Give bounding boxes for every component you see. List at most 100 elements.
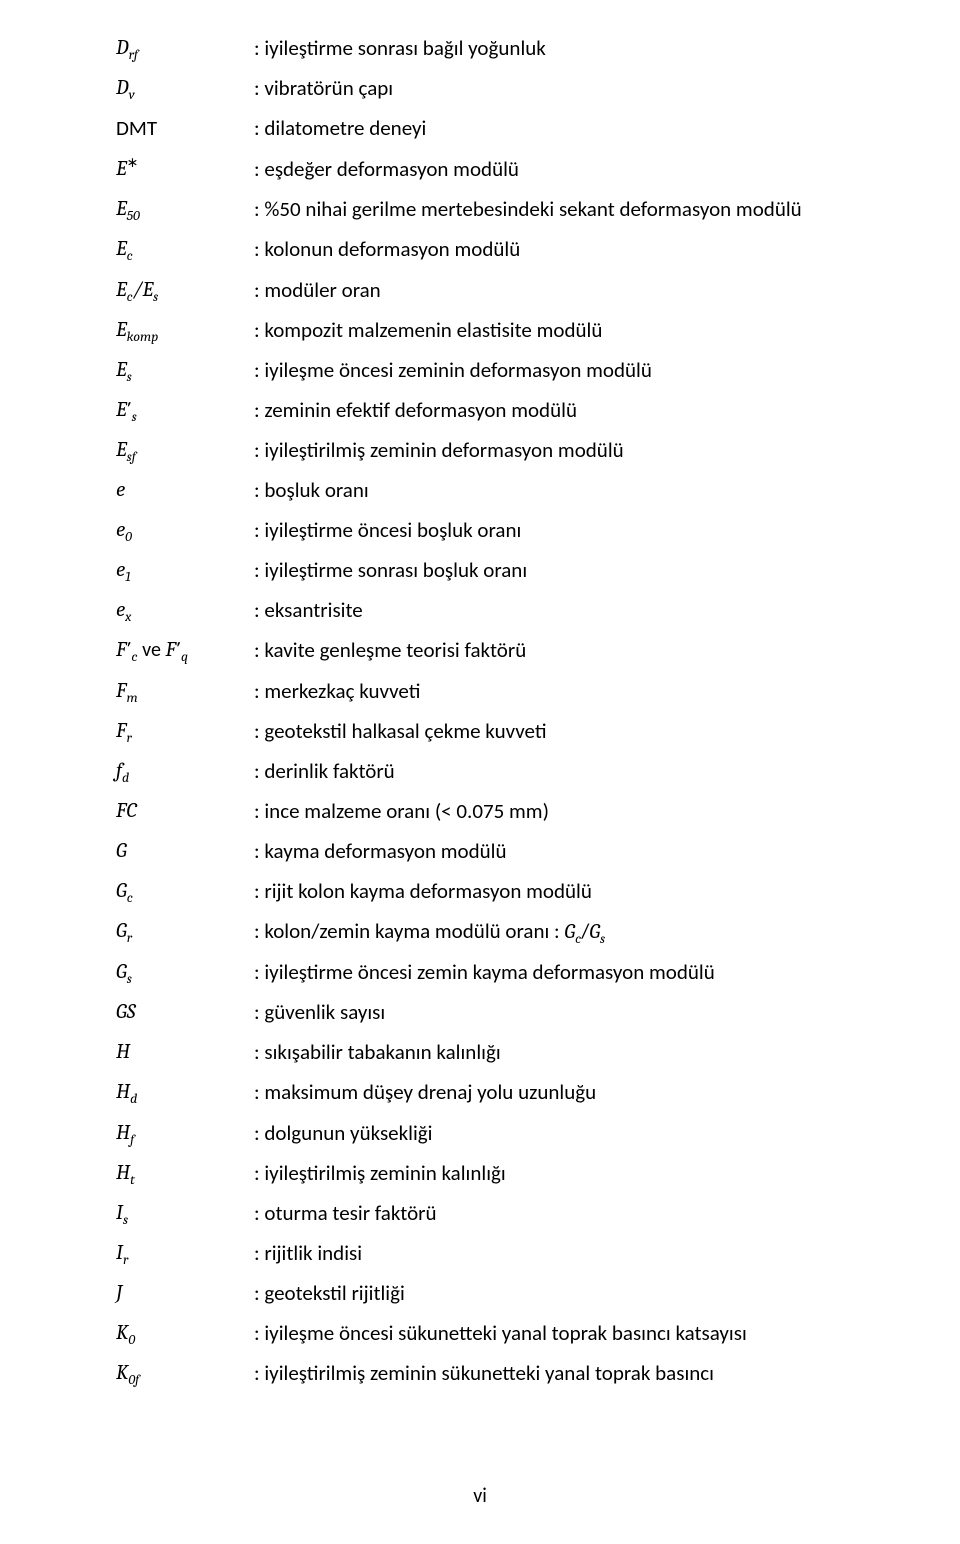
definition-row: Gs: iyileştirme öncesi zemin kayma defor… xyxy=(116,952,888,992)
definition-text: : rijit kolon kayma deformasyon modülü xyxy=(254,871,888,911)
symbol: E′s xyxy=(116,390,254,430)
page-number: vi xyxy=(0,1484,960,1508)
definition-row: E∗: eşdeğer deformasyon modülü xyxy=(116,149,888,189)
symbol: Fr xyxy=(116,711,254,751)
definition-text: : dilatometre deneyi xyxy=(254,108,888,149)
definition-text: : derinlik faktörü xyxy=(254,751,888,791)
definition-text: : oturma tesir faktörü xyxy=(254,1193,888,1233)
definition-text: : geotekstil rijitliği xyxy=(254,1273,888,1313)
definition-row: Esf: iyileştirilmiş zeminin deformasyon … xyxy=(116,430,888,470)
definition-row: e: boşluk oranı xyxy=(116,470,888,510)
definition-row: Is: oturma tesir faktörü xyxy=(116,1193,888,1233)
definition-row: Ec: kolonun deformasyon modülü xyxy=(116,229,888,269)
symbol: Ec xyxy=(116,229,254,269)
definition-row: fd: derinlik faktörü xyxy=(116,751,888,791)
definition-text: : boşluk oranı xyxy=(254,470,888,510)
symbol: Esf xyxy=(116,430,254,470)
definition-row: K0: iyileşme öncesi sükunetteki yanal to… xyxy=(116,1313,888,1353)
symbol: FC xyxy=(116,791,254,831)
definition-text: : iyileşme öncesi zeminin deformasyon mo… xyxy=(254,350,888,390)
definition-text: : modüler oran xyxy=(254,270,888,310)
symbol: E∗ xyxy=(116,149,254,189)
symbol: Gr xyxy=(116,911,254,952)
definition-text: : iyileştirilmiş zeminin deformasyon mod… xyxy=(254,430,888,470)
symbol: Gc xyxy=(116,871,254,911)
definition-text: : %50 nihai gerilme mertebesindeki sekan… xyxy=(254,189,888,229)
definition-text: : zeminin efektif deformasyon modülü xyxy=(254,390,888,430)
definition-text: : iyileştirme sonrası boşluk oranı xyxy=(254,550,888,590)
definition-row: G: kayma deformasyon modülü xyxy=(116,831,888,871)
definitions-table: Drf: iyileştirme sonrası bağıl yoğunlukD… xyxy=(116,28,888,1393)
definition-row: Ec/Es: modüler oran xyxy=(116,270,888,310)
definition-row: GS: güvenlik sayısı xyxy=(116,992,888,1032)
symbol: K0 xyxy=(116,1313,254,1353)
definition-text: : dolgunun yüksekliği xyxy=(254,1113,888,1153)
definition-text: : maksimum düşey drenaj yolu uzunluğu xyxy=(254,1072,888,1112)
definition-row: Gc: rijit kolon kayma deformasyon modülü xyxy=(116,871,888,911)
definition-text: : iyileştirilmiş zeminin kalınlığı xyxy=(254,1153,888,1193)
definition-row: Fr: geotekstil halkasal çekme kuvveti xyxy=(116,711,888,751)
definition-text: : sıkışabilir tabakanın kalınlığı xyxy=(254,1032,888,1072)
definition-text: : iyileştirme sonrası bağıl yoğunluk xyxy=(254,28,888,68)
symbol: Fm xyxy=(116,671,254,711)
symbol: Ec/Es xyxy=(116,270,254,310)
symbol: Is xyxy=(116,1193,254,1233)
symbol: ex xyxy=(116,590,254,630)
definition-text: : eksantrisite xyxy=(254,590,888,630)
symbol: J xyxy=(116,1273,254,1313)
symbol: e1 xyxy=(116,550,254,590)
definition-text: : vibratörün çapı xyxy=(254,68,888,108)
symbol: e xyxy=(116,470,254,510)
symbol: F′c ve F′q xyxy=(116,630,254,670)
definition-text: : merkezkaç kuvveti xyxy=(254,671,888,711)
definition-row: DMT: dilatometre deneyi xyxy=(116,108,888,149)
symbol: H xyxy=(116,1032,254,1072)
definition-row: E50: %50 nihai gerilme mertebesindeki se… xyxy=(116,189,888,229)
symbol: Drf xyxy=(116,28,254,68)
definition-row: Ir: rijitlik indisi xyxy=(116,1233,888,1273)
definition-text: : iyileştirme öncesi zemin kayma deforma… xyxy=(254,952,888,992)
definition-row: Fm: merkezkaç kuvveti xyxy=(116,671,888,711)
symbol: G xyxy=(116,831,254,871)
definition-row: Gr: kolon/zemin kayma modülü oranı : Gc/… xyxy=(116,911,888,952)
definition-row: Dv: vibratörün çapı xyxy=(116,68,888,108)
definition-text: : kolon/zemin kayma modülü oranı : Gc/Gs xyxy=(254,911,888,952)
definition-text: : geotekstil halkasal çekme kuvveti xyxy=(254,711,888,751)
definition-row: F′c ve F′q: kavite genleşme teorisi fakt… xyxy=(116,630,888,670)
symbol: Ir xyxy=(116,1233,254,1273)
symbol: K0f xyxy=(116,1353,254,1393)
definition-row: ex: eksantrisite xyxy=(116,590,888,630)
definition-text: : kayma deformasyon modülü xyxy=(254,831,888,871)
definition-text: : kavite genleşme teorisi faktörü xyxy=(254,630,888,670)
symbol: Hf xyxy=(116,1113,254,1153)
symbol: Hd xyxy=(116,1072,254,1112)
definition-row: Es: iyileşme öncesi zeminin deformasyon … xyxy=(116,350,888,390)
symbol: Ekomp xyxy=(116,310,254,350)
symbol: DMT xyxy=(116,108,254,149)
definition-text: : iyileşme öncesi sükunetteki yanal topr… xyxy=(254,1313,888,1353)
definition-text: : kompozit malzemenin elastisite modülü xyxy=(254,310,888,350)
definition-text: : iyileştirilmiş zeminin sükunetteki yan… xyxy=(254,1353,888,1393)
definition-row: H: sıkışabilir tabakanın kalınlığı xyxy=(116,1032,888,1072)
definition-row: Drf: iyileştirme sonrası bağıl yoğunluk xyxy=(116,28,888,68)
symbol: Dv xyxy=(116,68,254,108)
definition-text: : kolonun deformasyon modülü xyxy=(254,229,888,269)
symbol: Ht xyxy=(116,1153,254,1193)
symbol: E50 xyxy=(116,189,254,229)
definition-row: J: geotekstil rijitliği xyxy=(116,1273,888,1313)
definition-row: e0: iyileştirme öncesi boşluk oranı xyxy=(116,510,888,550)
symbol: Gs xyxy=(116,952,254,992)
symbol: Es xyxy=(116,350,254,390)
symbol: fd xyxy=(116,751,254,791)
definition-row: FC: ince malzeme oranı (< 0.075 mm) xyxy=(116,791,888,831)
definition-row: e1: iyileştirme sonrası boşluk oranı xyxy=(116,550,888,590)
definition-row: K0f: iyileştirilmiş zeminin sükunetteki … xyxy=(116,1353,888,1393)
definition-row: Hf: dolgunun yüksekliği xyxy=(116,1113,888,1153)
definition-text: : iyileştirme öncesi boşluk oranı xyxy=(254,510,888,550)
definition-row: Ekomp: kompozit malzemenin elastisite mo… xyxy=(116,310,888,350)
symbol: e0 xyxy=(116,510,254,550)
definition-row: Ht: iyileştirilmiş zeminin kalınlığı xyxy=(116,1153,888,1193)
definition-text: : rijitlik indisi xyxy=(254,1233,888,1273)
definition-text: : eşdeğer deformasyon modülü xyxy=(254,149,888,189)
definition-row: E′s: zeminin efektif deformasyon modülü xyxy=(116,390,888,430)
